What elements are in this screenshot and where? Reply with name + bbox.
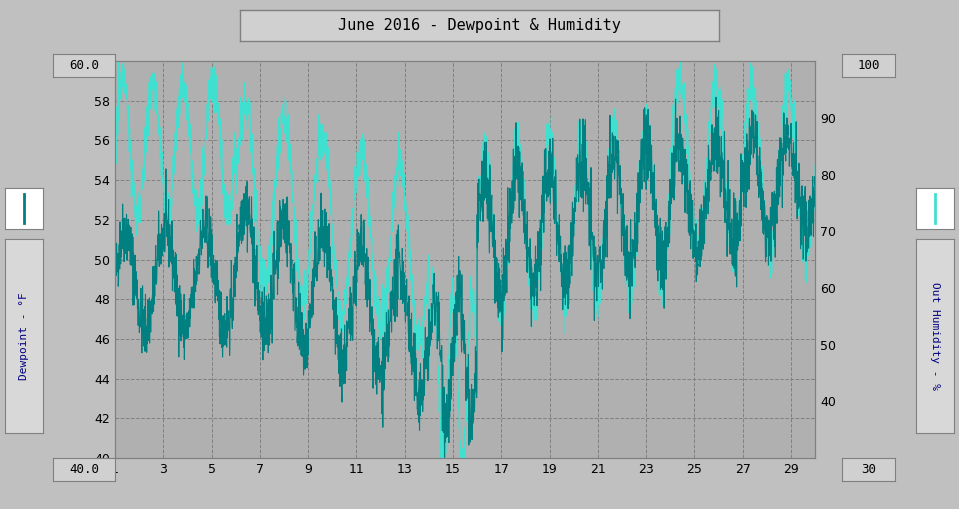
- Text: 60.0: 60.0: [69, 60, 99, 72]
- Text: 40.0: 40.0: [69, 463, 99, 476]
- Text: Dewpoint - °F: Dewpoint - °F: [19, 292, 29, 380]
- Text: 30: 30: [861, 463, 876, 476]
- Text: June 2016 - Dewpoint & Humidity: June 2016 - Dewpoint & Humidity: [339, 18, 620, 33]
- Text: 100: 100: [857, 60, 879, 72]
- Text: Out Humidity - %: Out Humidity - %: [930, 282, 940, 390]
